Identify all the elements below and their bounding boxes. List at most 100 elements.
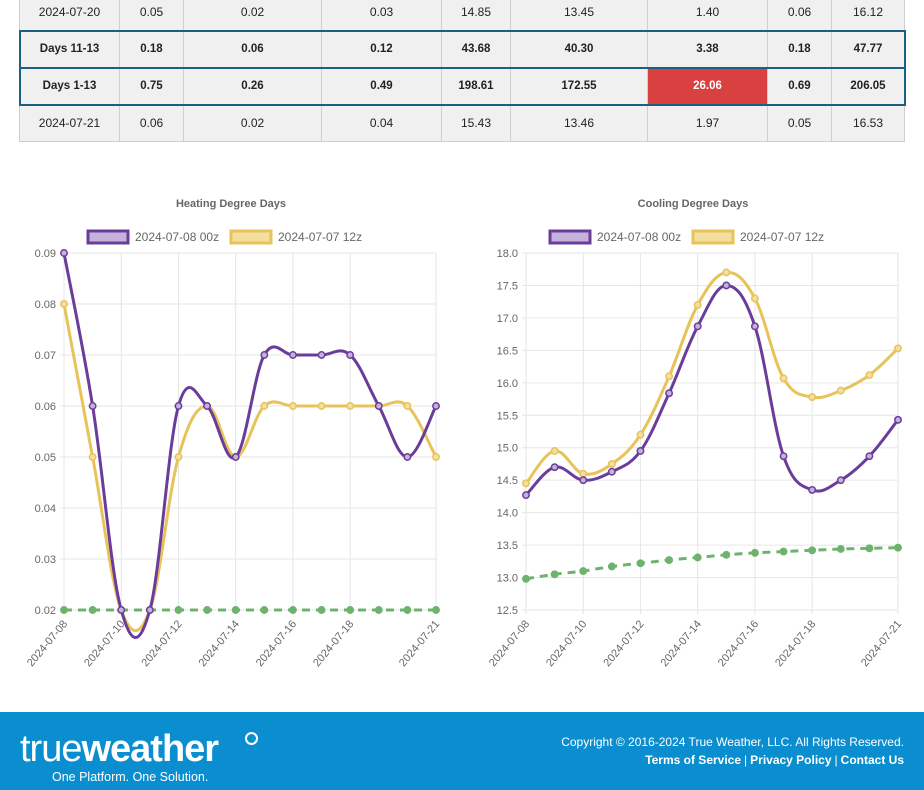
table-cell: 40.30 — [510, 30, 648, 68]
table-row: 2024-07-20 0.05 0.02 0.03 14.85 13.45 1.40 0.06… — [19, 0, 905, 31]
data-point — [288, 606, 297, 614]
trueweather-logo[interactable]: trueweather One Platform. One Solution. — [20, 728, 219, 784]
data-point — [317, 606, 326, 614]
brand-weather: weather — [81, 728, 219, 770]
data-point — [522, 574, 530, 583]
data-point — [346, 351, 355, 359]
x-tick-label: 2024-07-21 — [859, 618, 904, 669]
data-point — [203, 606, 212, 614]
data-point — [693, 322, 702, 331]
data-point — [665, 389, 674, 398]
summary-row: Days 11-13 0.18 0.06 0.12 43.68 40.30 3.38 0.18… — [18, 29, 906, 69]
data-point — [346, 402, 355, 410]
data-point — [894, 543, 902, 552]
data-point — [550, 463, 559, 472]
table-cell: 16.53 — [831, 104, 905, 142]
y-tick-label: 16.5 — [497, 345, 518, 357]
data-point — [60, 300, 68, 308]
chart-title: Cooling Degree Days — [638, 198, 749, 210]
data-point — [288, 351, 297, 359]
data-point — [174, 606, 183, 614]
x-tick-label: 2024-07-10 — [544, 618, 589, 669]
legend-swatch — [86, 229, 130, 245]
y-tick-label: 14.0 — [497, 508, 518, 520]
data-point — [693, 553, 702, 562]
privacy-link[interactable]: Privacy Policy — [750, 753, 832, 767]
table-cell: 0.06 — [767, 0, 832, 31]
y-tick-label: 17.0 — [497, 313, 518, 325]
data-point — [231, 606, 240, 614]
data-point — [722, 550, 731, 559]
table-cell: 3.38 — [647, 30, 768, 68]
table-cell: 0.12 — [321, 30, 442, 68]
series-line — [62, 303, 438, 632]
x-tick-label: 2024-07-12 — [601, 618, 646, 669]
y-tick-label: 13.0 — [497, 573, 518, 585]
y-tick-label: 0.07 — [35, 350, 56, 362]
x-tick-label: 2024-07-10 — [82, 618, 127, 669]
data-point — [808, 393, 817, 402]
data-point — [432, 453, 440, 461]
data-point — [432, 606, 440, 614]
data-point — [403, 402, 412, 410]
row-label: Days 11-13 — [19, 30, 120, 68]
table-cell: 13.45 — [510, 0, 648, 31]
data-point — [174, 453, 183, 461]
y-tick-label: 18.0 — [497, 248, 518, 260]
contact-link[interactable]: Contact Us — [840, 753, 904, 767]
data-point — [88, 402, 97, 410]
legend-label: 2024-07-07 12z — [740, 230, 824, 244]
x-tick-label: 2024-07-08 — [487, 618, 532, 669]
data-point — [836, 476, 845, 485]
data-point — [403, 606, 412, 614]
legend-swatch — [691, 229, 735, 245]
data-point — [750, 322, 759, 331]
terms-link[interactable]: Terms of Service — [645, 753, 742, 767]
data-point — [836, 545, 845, 553]
data-point — [865, 371, 874, 379]
data-point — [174, 402, 183, 410]
data-point — [779, 374, 788, 383]
data-point — [260, 351, 269, 359]
legend-label: 2024-07-08 00z — [135, 230, 219, 244]
x-tick-label: 2024-07-21 — [397, 618, 442, 669]
footer-links: Terms of Service | Privacy Policy | Contact … — [645, 753, 904, 767]
brand-true: true — [20, 728, 82, 770]
y-tick-label: 13.5 — [497, 540, 518, 552]
legend-swatch — [229, 229, 273, 245]
data-point — [550, 570, 559, 579]
table-cell: 13.46 — [510, 104, 648, 142]
table-cell: 43.68 — [441, 30, 511, 68]
table-cell: 0.03 — [321, 0, 442, 31]
table-cell: 1.40 — [647, 0, 768, 31]
x-tick-label: 2024-07-18 — [773, 618, 818, 669]
table-cell: 1.97 — [647, 104, 768, 142]
y-tick-label: 12.5 — [497, 605, 518, 617]
table-cell: 16.12 — [831, 0, 905, 31]
data-point — [550, 447, 559, 455]
brand-tagline: One Platform. One Solution. — [52, 770, 209, 784]
y-tick-label: 0.03 — [35, 554, 56, 566]
table-cell: 0.26 — [183, 67, 322, 105]
series-line — [524, 283, 900, 497]
table-cell: 0.05 — [767, 104, 832, 142]
x-tick-label: 2024-07-14 — [197, 618, 242, 669]
data-point — [579, 567, 588, 576]
data-point — [808, 485, 817, 494]
data-point — [836, 386, 845, 395]
x-tick-label: 2024-07-16 — [254, 618, 299, 669]
table-row: 2024-07-21 0.06 0.02 0.04 15.43 13.46 1.97 0.05… — [19, 104, 905, 142]
chart-title: Heating Degree Days — [176, 198, 286, 210]
y-tick-label: 14.5 — [497, 475, 518, 487]
y-tick-label: 0.09 — [35, 248, 56, 260]
data-point — [374, 606, 383, 614]
y-tick-label: 0.02 — [35, 605, 56, 617]
data-point — [722, 281, 731, 290]
data-point — [60, 249, 68, 257]
data-point — [693, 300, 702, 309]
data-point — [231, 453, 240, 461]
data-point — [403, 453, 412, 461]
table-cell: 47.77 — [831, 30, 905, 68]
data-point — [203, 402, 212, 410]
data-point — [665, 372, 674, 381]
